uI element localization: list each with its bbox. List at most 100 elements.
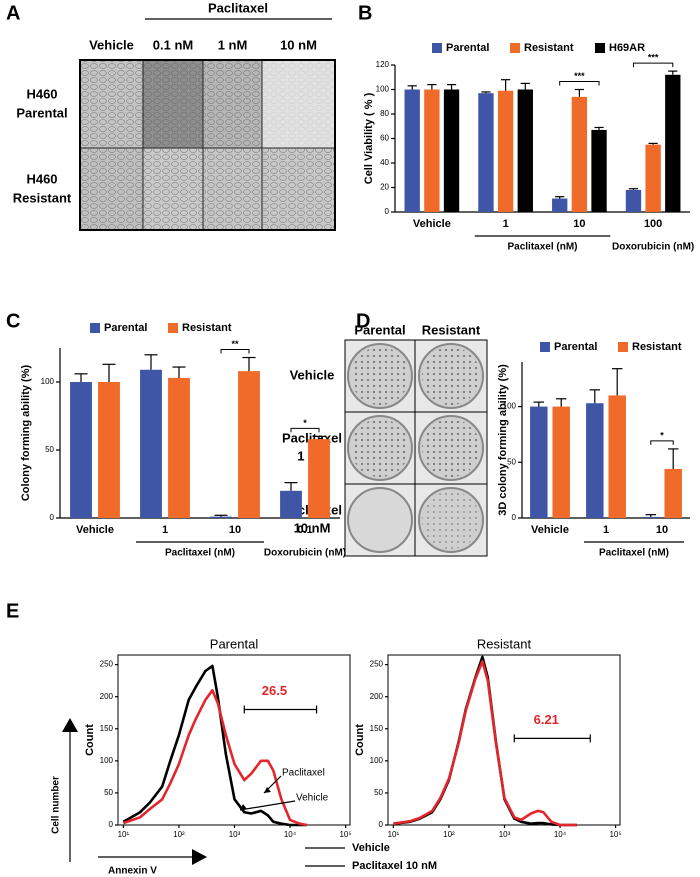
- treatment-label: Paclitaxel: [208, 0, 268, 15]
- y-tick-label: 250: [100, 660, 114, 669]
- y-tick-label: 80: [380, 109, 389, 118]
- row-label: H460: [26, 171, 57, 186]
- x-tick-label: 10⁵: [339, 830, 351, 839]
- micrograph-texture: [262, 148, 335, 230]
- group-label: Paclitaxel (nM): [165, 548, 235, 559]
- bar: [586, 403, 604, 518]
- y-axis-label: Cell Viability ( % ): [363, 92, 375, 184]
- legend-label: Parental: [554, 341, 597, 353]
- x-tick-label: 10¹: [388, 830, 400, 839]
- y-tick-label: 50: [507, 457, 516, 466]
- legend-label: H69AR: [609, 42, 645, 54]
- histogram-line: [122, 689, 308, 827]
- x-tick-label: Vehicle: [531, 524, 569, 536]
- micrograph-frame: [79, 59, 336, 231]
- legend-label: Vehicle: [352, 842, 390, 854]
- significance-bracket: [650, 440, 674, 445]
- panel-letter: C: [6, 310, 20, 332]
- bar: [210, 516, 232, 518]
- bar: [591, 129, 607, 212]
- bar: [424, 89, 440, 212]
- x-tick-label: 10: [573, 218, 585, 230]
- bar: [530, 406, 548, 518]
- x-tick-label: 10: [229, 524, 241, 536]
- legend-swatch: [510, 43, 520, 53]
- row-label: 10 nM: [294, 520, 331, 535]
- y-tick-label: 100: [376, 85, 390, 94]
- significance-bracket: [559, 81, 600, 86]
- bar: [140, 369, 162, 518]
- column-label: 1 nM: [218, 37, 248, 52]
- y-axis-label: Count: [84, 724, 96, 756]
- x-tick-label: 10³: [229, 830, 241, 839]
- significance-label: **: [231, 339, 239, 349]
- x-tick-label: 10⁴: [554, 830, 567, 839]
- micrograph-texture: [203, 148, 262, 230]
- y-tick-label: 20: [380, 183, 389, 192]
- annotation: Vehicle: [296, 793, 329, 804]
- x-tick-label: 100: [644, 218, 662, 230]
- histogram-line: [393, 655, 577, 827]
- y-tick-label: 100: [100, 756, 114, 765]
- micrograph-texture: [80, 60, 143, 148]
- y-tick-label: 40: [380, 158, 389, 167]
- x-tick-label: 10³: [499, 830, 511, 839]
- legend-swatch: [168, 323, 178, 333]
- y-tick-label: 0: [50, 513, 55, 522]
- bar: [517, 89, 533, 212]
- plate: [347, 487, 413, 553]
- colonies: [422, 347, 480, 405]
- x-tick-label: 1: [162, 524, 168, 536]
- legend-label: Parental: [446, 42, 489, 54]
- micrograph-texture: [143, 60, 203, 148]
- legend-swatch: [432, 43, 442, 53]
- panel-letter: A: [6, 2, 20, 24]
- significance-bracket: [290, 427, 320, 433]
- y-tick-label: 100: [370, 756, 384, 765]
- bar: [552, 198, 568, 212]
- colonies: [351, 419, 409, 477]
- group-label: Paclitaxel (nM): [507, 242, 577, 253]
- micrograph-texture: [203, 60, 262, 148]
- colonies: [422, 419, 480, 477]
- y-tick-label: 100: [503, 402, 517, 411]
- bar: [665, 74, 681, 212]
- x-tick-label: 10⁵: [609, 830, 621, 839]
- significance-label: ***: [574, 71, 585, 81]
- significance-label: ***: [648, 53, 659, 63]
- gate-value: 6.21: [534, 712, 559, 727]
- x-tick-label: 10: [656, 524, 668, 536]
- y-axis-label: Colony forming ability (%): [20, 365, 32, 502]
- annotation-arrow: [239, 800, 296, 811]
- bar: [98, 382, 120, 518]
- y-tick-label: 250: [370, 660, 384, 669]
- panel-letter: D: [356, 310, 370, 332]
- y-tick-label: 0: [385, 207, 390, 216]
- bar: [168, 377, 190, 518]
- bar: [664, 468, 682, 518]
- row-label: H460: [26, 86, 57, 101]
- y-tick-label: 50: [45, 445, 54, 454]
- annotation: Paclitaxel: [282, 768, 325, 779]
- column-label: 0.1 nM: [153, 37, 193, 52]
- legend-label: Parental: [104, 322, 147, 334]
- legend-swatch: [540, 342, 550, 352]
- y-tick-label: 150: [370, 724, 384, 733]
- column-label: Parental: [354, 322, 405, 337]
- row-label: Vehicle: [290, 367, 335, 382]
- bar: [404, 89, 420, 212]
- bar: [552, 406, 570, 518]
- x-tick-label: 1: [503, 218, 509, 230]
- bar: [642, 516, 660, 518]
- group-label: Paclitaxel (nM): [599, 548, 669, 559]
- x-arrow-label: Annexin V: [108, 866, 157, 877]
- x-tick-label: 1: [603, 524, 609, 536]
- y-axis-label: 3D colony forming ability (%): [497, 364, 509, 516]
- bar: [571, 96, 588, 212]
- gate-value: 26.5: [262, 683, 287, 698]
- group-label: Doxorubicin (nM): [264, 548, 346, 559]
- panel-letter: E: [6, 600, 19, 622]
- bar: [645, 144, 661, 212]
- bar: [443, 89, 460, 212]
- colonies: [351, 347, 409, 405]
